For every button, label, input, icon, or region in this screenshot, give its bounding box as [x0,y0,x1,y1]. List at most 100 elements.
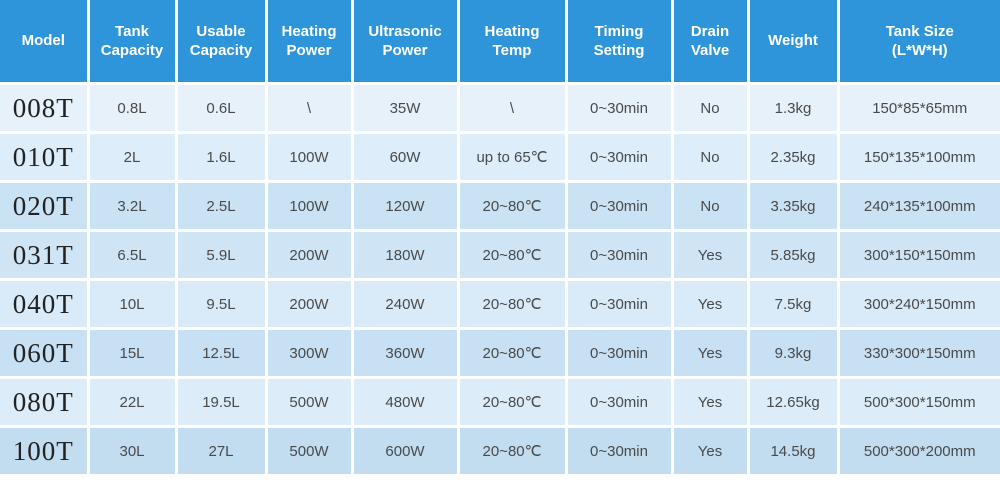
cell-timing-setting: 0~30min [566,230,674,281]
cell-tank-size: 150*85*65mm [838,83,1000,134]
cell-weight: 2.35kg [748,132,840,183]
cell-tank-capacity: 0.8L [88,83,178,134]
cell-drain-valve: Yes [672,377,750,428]
cell-heating-power: 200W [266,230,354,281]
cell-timing-setting: 0~30min [566,426,674,474]
cell-heating-temp: 20~80℃ [458,426,568,474]
cell-weight: 5.85kg [748,230,840,281]
cell-drain-valve: Yes [672,426,750,474]
cell-weight: 1.3kg [748,83,840,134]
model-cell: 031T [0,230,90,281]
cell-weight: 14.5kg [748,426,840,474]
cell-drain-valve: No [672,181,750,232]
cell-drain-valve: Yes [672,328,750,379]
cell-usable-capacity: 19.5L [176,377,268,428]
table-row: 031T 6.5L 5.9L 200W 180W 20~80℃ 0~30min Yes 5.85… [0,230,1000,281]
table-row: 020T 3.2L 2.5L 100W 120W 20~80℃ 0~30min No 3.35k… [0,181,1000,232]
cell-usable-capacity: 27L [176,426,268,474]
cell-tank-size: 500*300*200mm [838,426,1000,474]
cell-heating-temp: \ [458,83,568,134]
cell-timing-setting: 0~30min [566,377,674,428]
column-header-weight: Weight [748,0,840,85]
column-header-model: Model [0,0,90,85]
cell-usable-capacity: 5.9L [176,230,268,281]
table-body: 008T 0.8L 0.6L \ 35W \ 0~30min No 1.3kg 150*85*65… [0,83,1000,474]
cell-weight: 9.3kg [748,328,840,379]
column-header-tank-size: Tank Size (L*W*H) [838,0,1000,85]
cell-heating-temp: 20~80℃ [458,181,568,232]
table-row: 010T 2L 1.6L 100W 60W up to 65℃ 0~30min No 2.35k… [0,132,1000,183]
spec-table: Model Tank Capacity Usable Capacity Heating… [0,0,1000,474]
cell-heating-power: 500W [266,377,354,428]
cell-usable-capacity: 2.5L [176,181,268,232]
cell-drain-valve: Yes [672,279,750,330]
cell-tank-size: 240*135*100mm [838,181,1000,232]
cell-timing-setting: 0~30min [566,181,674,232]
cell-weight: 3.35kg [748,181,840,232]
cell-heating-power: 100W [266,132,354,183]
cell-ultrasonic-power: 180W [352,230,460,281]
cell-ultrasonic-power: 600W [352,426,460,474]
column-header-timing-setting: Timing Setting [566,0,674,85]
model-cell: 010T [0,132,90,183]
cell-usable-capacity: 12.5L [176,328,268,379]
table-header: Model Tank Capacity Usable Capacity Heating… [0,0,1000,85]
table-row: 040T 10L 9.5L 200W 240W 20~80℃ 0~30min Yes 7.5kg… [0,279,1000,330]
cell-heating-temp: 20~80℃ [458,230,568,281]
cell-tank-capacity: 15L [88,328,178,379]
cell-weight: 7.5kg [748,279,840,330]
cell-heating-temp: up to 65℃ [458,132,568,183]
table-row: 080T 22L 19.5L 500W 480W 20~80℃ 0~30min Yes 12.6… [0,377,1000,428]
cell-usable-capacity: 1.6L [176,132,268,183]
cell-drain-valve: No [672,132,750,183]
cell-heating-temp: 20~80℃ [458,328,568,379]
cell-heating-power: 300W [266,328,354,379]
cell-tank-capacity: 30L [88,426,178,474]
column-header-tank-capacity: Tank Capacity [88,0,178,85]
column-header-heating-power: Heating Power [266,0,354,85]
cell-ultrasonic-power: 360W [352,328,460,379]
header-row: Model Tank Capacity Usable Capacity Heating… [0,0,1000,85]
cell-tank-size: 300*240*150mm [838,279,1000,330]
cell-tank-size: 300*150*150mm [838,230,1000,281]
model-cell: 008T [0,83,90,134]
cell-tank-size: 500*300*150mm [838,377,1000,428]
cell-tank-capacity: 3.2L [88,181,178,232]
cell-ultrasonic-power: 480W [352,377,460,428]
cell-weight: 12.65kg [748,377,840,428]
cell-usable-capacity: 0.6L [176,83,268,134]
cell-timing-setting: 0~30min [566,279,674,330]
cell-ultrasonic-power: 35W [352,83,460,134]
cell-drain-valve: No [672,83,750,134]
cell-drain-valve: Yes [672,230,750,281]
cell-tank-capacity: 2L [88,132,178,183]
model-cell: 080T [0,377,90,428]
cell-heating-power: 500W [266,426,354,474]
cell-timing-setting: 0~30min [566,83,674,134]
cell-ultrasonic-power: 60W [352,132,460,183]
column-header-ultrasonic-power: Ultrasonic Power [352,0,460,85]
cell-heating-power: 200W [266,279,354,330]
cell-timing-setting: 0~30min [566,132,674,183]
cell-tank-size: 330*300*150mm [838,328,1000,379]
cell-heating-temp: 20~80℃ [458,279,568,330]
column-header-heating-temp: Heating Temp [458,0,568,85]
cell-usable-capacity: 9.5L [176,279,268,330]
model-cell: 040T [0,279,90,330]
cell-ultrasonic-power: 120W [352,181,460,232]
table-row: 060T 15L 12.5L 300W 360W 20~80℃ 0~30min Yes 9.3k… [0,328,1000,379]
model-cell: 060T [0,328,90,379]
model-cell: 100T [0,426,90,474]
model-cell: 020T [0,181,90,232]
cell-ultrasonic-power: 240W [352,279,460,330]
cell-tank-capacity: 10L [88,279,178,330]
cell-heating-power: \ [266,83,354,134]
cell-heating-power: 100W [266,181,354,232]
cell-tank-size: 150*135*100mm [838,132,1000,183]
column-header-usable-capacity: Usable Capacity [176,0,268,85]
table-row: 100T 30L 27L 500W 600W 20~80℃ 0~30min Yes 14.5kg… [0,426,1000,474]
table-row: 008T 0.8L 0.6L \ 35W \ 0~30min No 1.3kg 150*85*65… [0,83,1000,134]
cell-heating-temp: 20~80℃ [458,377,568,428]
cell-timing-setting: 0~30min [566,328,674,379]
cell-tank-capacity: 22L [88,377,178,428]
